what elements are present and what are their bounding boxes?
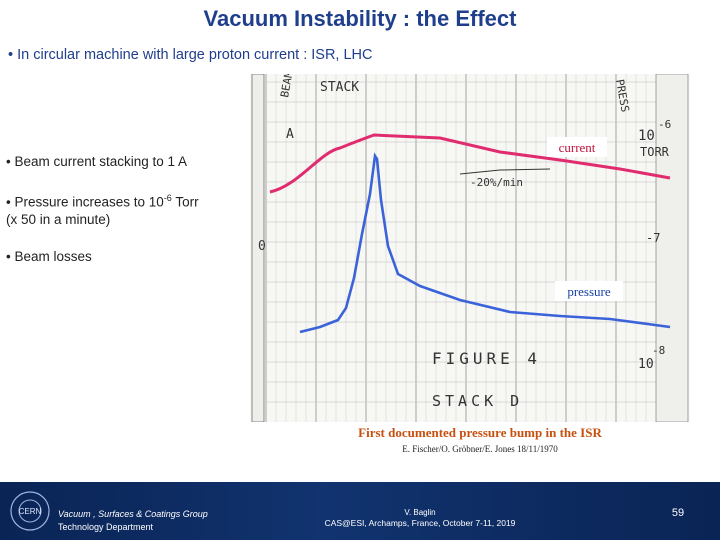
bullet-current: • Beam current stacking to 1 A [6,154,188,169]
handwritten-torr: TORR [640,145,670,159]
handwritten-exp-6: -6 [658,118,671,131]
page-number: 59 [671,507,685,519]
handwritten-ten-bottom: 10 [638,357,654,372]
bullet-pressure: • Pressure increases to 10-6 Torr (x 50 … [6,190,199,228]
bullet-pressure-exponent: -6 [163,193,172,203]
cern-logo-ring-outer [10,491,50,531]
handwritten-figure: FIGURE 4 [432,349,541,368]
figure-caption: First documented pressure bump in the IS… [358,425,602,440]
footer-department: Technology Department [58,522,154,532]
strip-chart-recording: current pressure STACK BEAM PRESS A 10 -… [250,74,690,422]
current-label-box [547,137,607,157]
pressure-trace [299,152,671,334]
handwritten-a: A [286,127,294,142]
bullet-pressure-line2: (x 50 in a minute) [6,211,111,227]
footer-author: V. Baglin [404,508,436,517]
pressure-label: pressure [567,284,611,299]
footer-event: CAS@ESI, Archamps, France, October 7-11,… [324,518,516,528]
handwritten-slope-line [459,168,551,175]
current-trace [269,133,671,194]
footer-group: Vacuum , Surfaces & Coatings Group [58,509,208,519]
handwritten-press: PRESS [613,78,632,113]
figure-credit: E. Fischer/O. Gröbner/E. Jones 18/11/197… [402,444,558,454]
chart-frame-left [251,74,265,422]
handwritten-exp-8: -8 [652,344,665,357]
handwritten-exp-7: -7 [646,231,660,245]
chart-frame-right [655,74,689,422]
footer-bar [0,482,720,540]
bullet-pressure-text: • Pressure increases to 10 [6,194,164,210]
handwritten-zero: 0 [258,239,266,254]
handwritten-ten-top: 10 [638,128,655,144]
page-title: Vacuum Instability : the Effect [203,6,517,31]
cern-logo: CERN [10,491,50,531]
footer-gradient [0,482,720,540]
cern-logo-text: CERN [19,507,42,516]
chart-paper [250,74,690,422]
handwritten-stack-d: STACK D [432,392,523,410]
cern-logo-ring-inner [18,499,42,523]
handwritten-slope: -20%/min [470,176,523,189]
bullet-pressure-unit: Torr [171,194,199,210]
handwritten-beam: BEAM [278,74,295,99]
current-label: current [559,140,596,155]
chart-grid [265,74,656,422]
bullet-machine: • In circular machine with large proton … [8,47,373,63]
bullet-losses: • Beam losses [6,249,92,264]
handwritten-stack: STACK [320,80,359,95]
pressure-label-box [555,281,623,301]
